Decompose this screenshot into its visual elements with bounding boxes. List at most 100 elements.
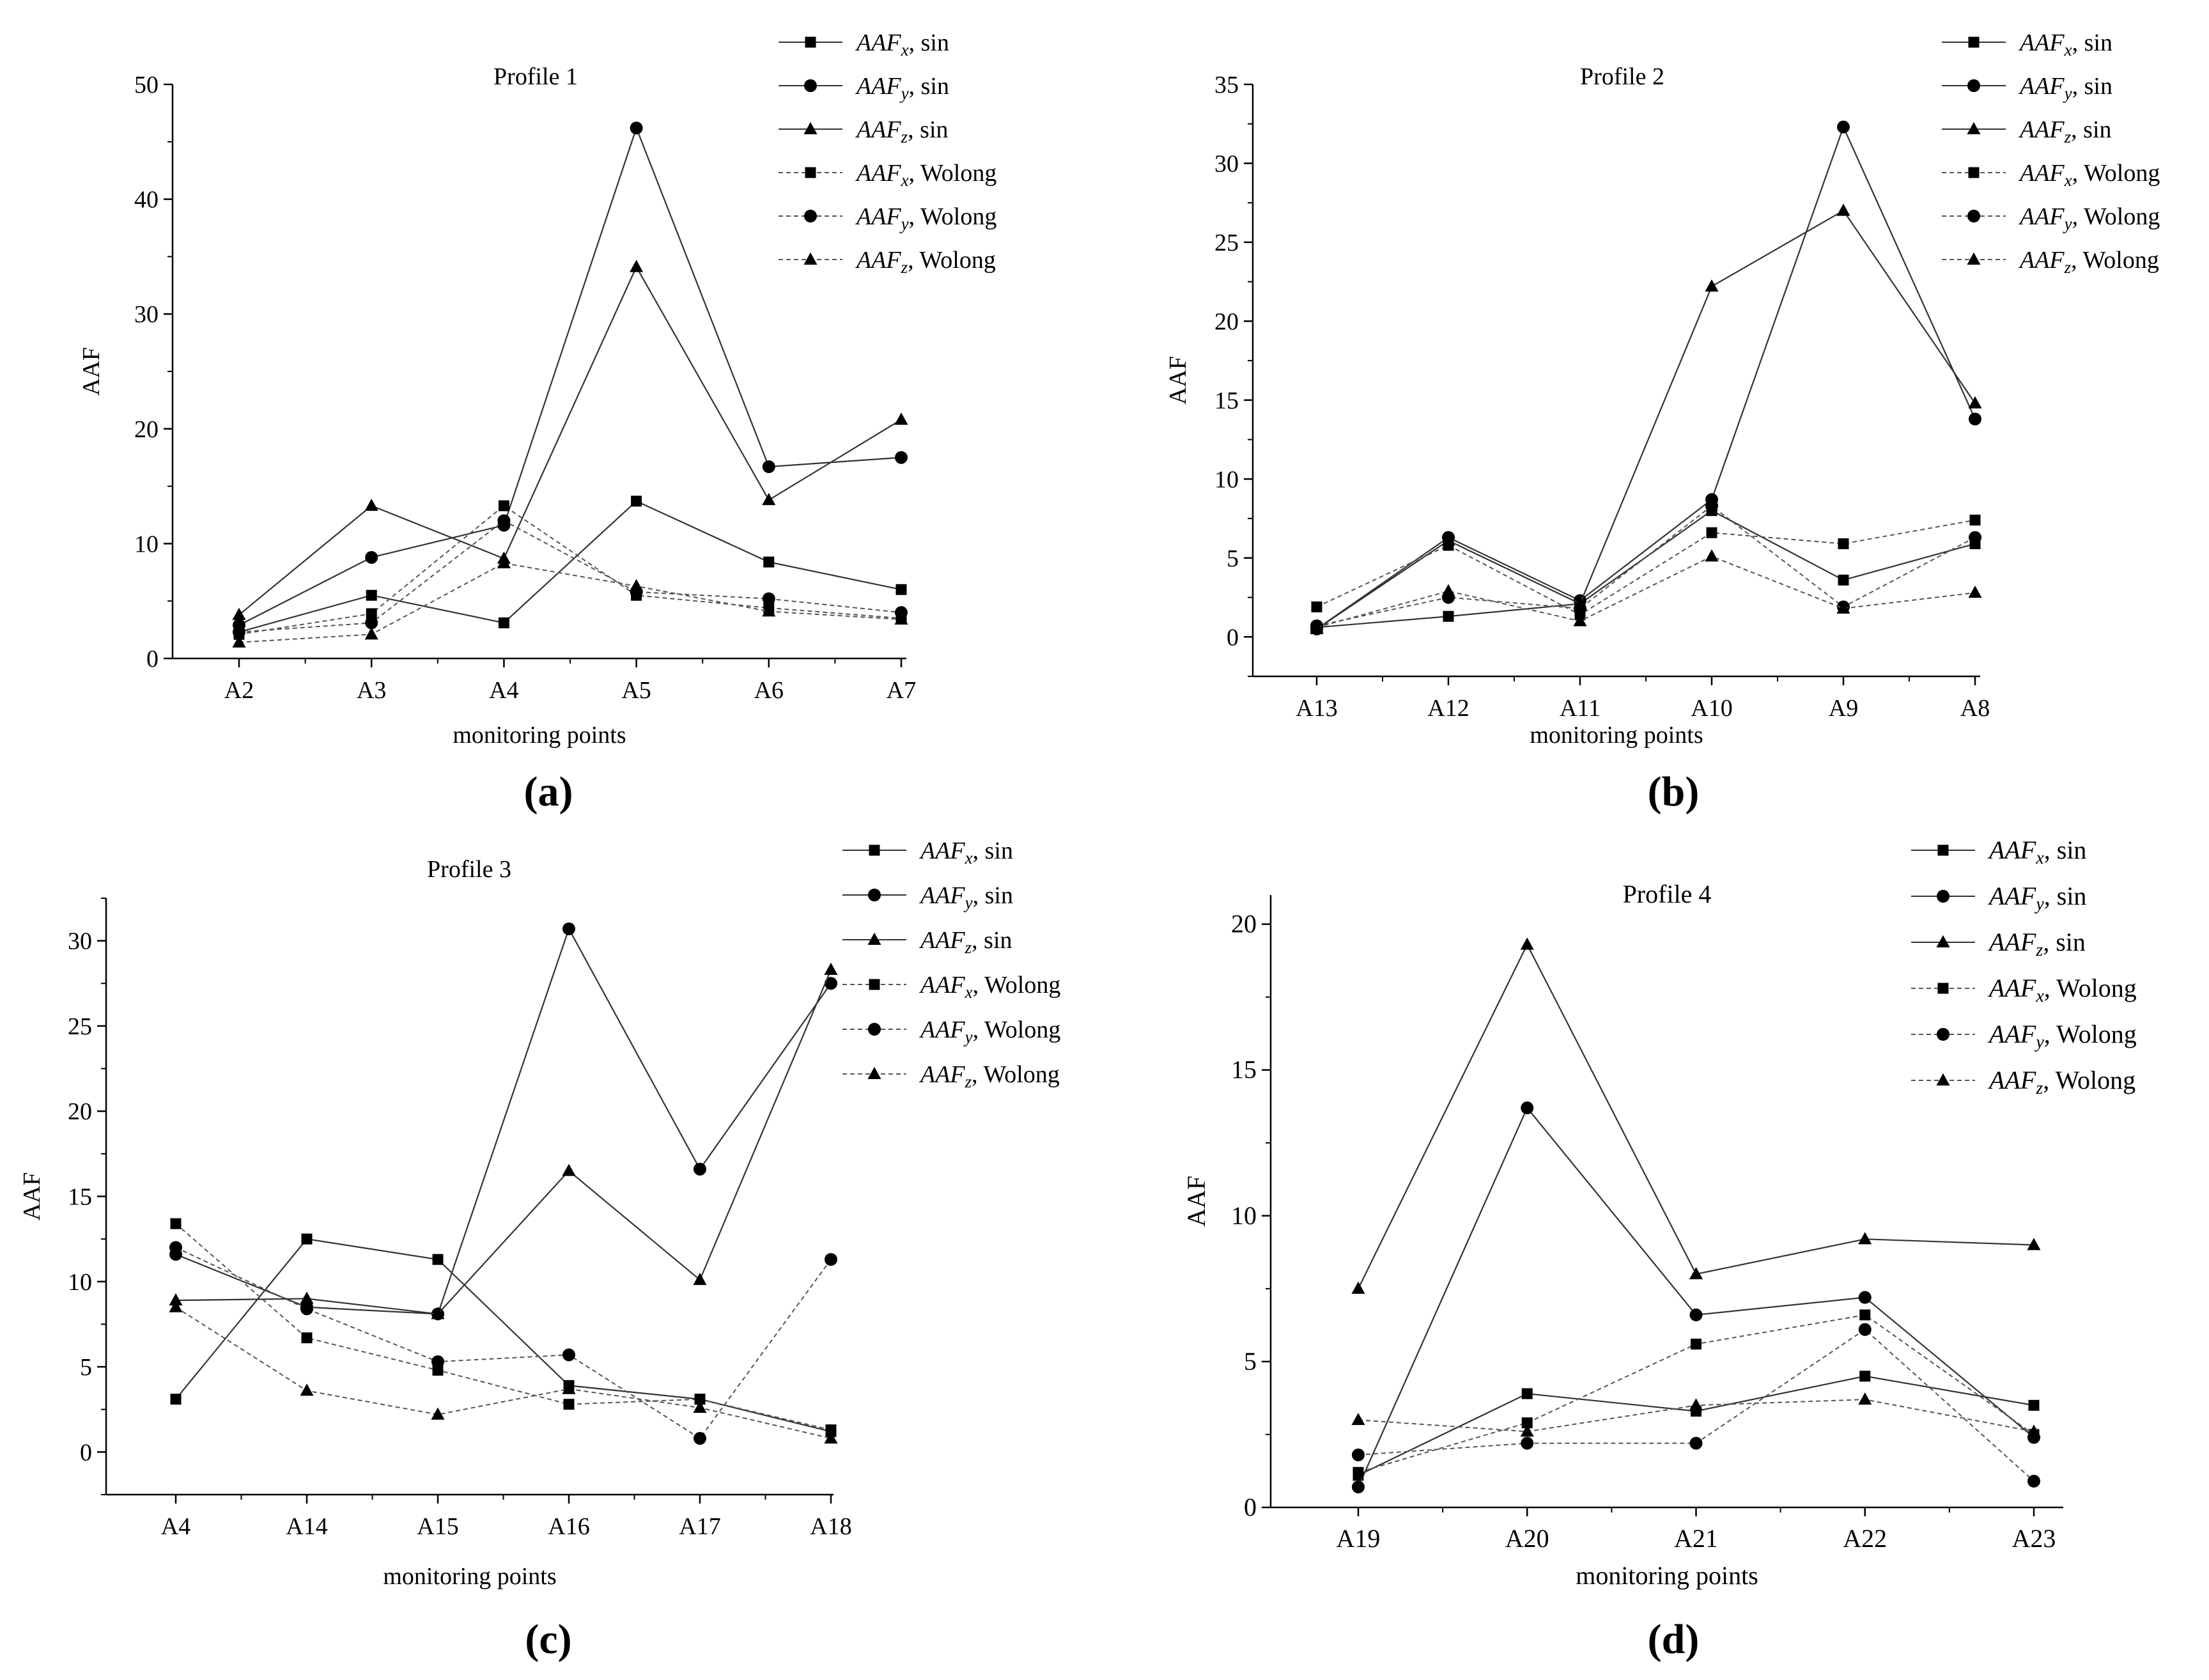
series-line-z-sin (1358, 943, 2035, 1289)
data-point-y-sin (630, 121, 643, 135)
data-point-z-sin (824, 962, 838, 975)
legend-entry: AAFx, sin (2018, 29, 2112, 59)
data-point-z-wolong (562, 1381, 576, 1394)
data-point-x-wolong (170, 1218, 182, 1229)
y-tick-label: 0 (80, 1439, 92, 1466)
data-point-z-sin (562, 1163, 576, 1176)
data-point-y-wolong (1689, 1436, 1703, 1450)
data-point-z-wolong (232, 635, 246, 648)
series-line-y-sin (1357, 1106, 2035, 1488)
legend-marker (805, 36, 816, 48)
x-tick-label: A21 (1674, 1524, 1718, 1553)
data-point-x-wolong (1521, 1417, 1533, 1429)
legend-marker (805, 167, 816, 178)
x-tick-label: A18 (810, 1513, 851, 1540)
data-point-x-wolong (1443, 540, 1454, 551)
data-point-x-wolong (1706, 527, 1717, 538)
data-point-z-wolong (497, 556, 511, 568)
data-point-x-wolong (1691, 1339, 1701, 1350)
data-point-x-sin (1838, 574, 1849, 586)
data-point-z-sin (431, 1307, 445, 1319)
data-point-z-wolong (1351, 1413, 1365, 1426)
series-line-z-wolong (175, 1306, 832, 1440)
data-point-z-sin (762, 493, 776, 506)
data-point-z-sin (364, 499, 378, 511)
data-point-z-sin (693, 1273, 707, 1286)
data-point-y-wolong (497, 514, 511, 527)
data-point-y-wolong (1574, 602, 1586, 615)
data-point-x-sin (366, 589, 377, 601)
y-tick-label: 10 (1214, 466, 1239, 493)
legend-entry: AAFx, Wolong (2018, 160, 2160, 190)
legend-entry: AAFz, Wolong (855, 247, 996, 277)
data-point-y-wolong (169, 1241, 182, 1254)
data-point-x-wolong (563, 1399, 575, 1410)
legend-marker (867, 932, 881, 945)
y-tick-label: 30 (68, 928, 92, 955)
legend-entry: AAFx, Wolong (1987, 974, 2137, 1006)
series-line-x-wolong (1316, 519, 1976, 616)
series-line-x-sin (238, 500, 902, 633)
data-point-x-sin (631, 495, 642, 507)
legend-marker (869, 844, 880, 856)
series-line-y-wolong (238, 520, 902, 633)
data-point-y-wolong (300, 1302, 313, 1316)
data-point-y-sin (1858, 1291, 1872, 1304)
legend-entry: AAFy, sin (2018, 73, 2112, 103)
series-line-z-sin (175, 969, 832, 1315)
x-tick-label: A19 (1337, 1524, 1381, 1553)
data-point-x-sin (1521, 1388, 1533, 1399)
legend-entry: AAFy, Wolong (1987, 1020, 2137, 1052)
chart-panel-d: 0 5 10 15 20 A19 A20 A21 A22 A23 Profile 4 monitori… (1182, 836, 2137, 1663)
data-point-y-sin (1521, 1101, 1534, 1115)
data-point-x-wolong (1311, 601, 1322, 612)
legend-marker (1968, 167, 1980, 178)
legend-marker (804, 79, 817, 92)
y-tick-label: 15 (1214, 387, 1239, 414)
data-point-y-wolong (1969, 531, 1981, 544)
data-point-z-wolong (169, 1300, 183, 1312)
legend-marker (1967, 210, 1980, 222)
y-tick-label: 15 (1231, 1055, 1257, 1084)
data-point-y-wolong (1352, 1448, 1365, 1461)
legend-marker (1936, 1073, 1950, 1086)
legend-marker (868, 889, 881, 901)
x-axis-label: monitoring points (1530, 722, 1703, 749)
data-point-z-wolong (693, 1400, 707, 1413)
legend-entry: AAFy, sin (918, 882, 1013, 912)
x-tick-label: A10 (1691, 695, 1732, 722)
data-point-x-sin (170, 1394, 182, 1405)
y-tick-label: 15 (68, 1184, 92, 1211)
data-point-y-sin (562, 922, 575, 935)
x-tick-label: A22 (1843, 1524, 1887, 1553)
data-point-z-wolong (364, 627, 378, 640)
data-point-y-sin (762, 460, 775, 474)
series-line-y-sin (238, 126, 902, 626)
data-point-z-sin (1968, 396, 1982, 408)
legend-marker (1967, 121, 1981, 135)
data-point-x-sin (1443, 611, 1454, 622)
y-tick-label: 35 (1214, 72, 1239, 98)
data-point-z-wolong (1520, 1424, 1534, 1437)
legend-marker (803, 121, 818, 135)
y-tick-label: 0 (146, 646, 159, 673)
data-point-y-wolong (431, 1355, 444, 1369)
series-line-y-sin (175, 927, 832, 1315)
legend-marker (804, 210, 817, 222)
data-point-y-wolong (233, 625, 245, 639)
data-point-y-sin (1689, 1308, 1703, 1321)
y-tick-label: 20 (68, 1098, 92, 1125)
legend-marker (869, 979, 880, 990)
data-point-z-wolong (1573, 614, 1587, 626)
legend-entry: AAFz, sin (918, 927, 1012, 957)
data-point-y-sin (1352, 1481, 1365, 1494)
y-axis-label: AAF (78, 347, 105, 396)
x-tick-label: A3 (357, 677, 386, 704)
chart-title: Profile 2 (1580, 63, 1664, 90)
legend-entry: AAFx, sin (918, 837, 1013, 867)
x-tick-label: A20 (1505, 1524, 1549, 1553)
legend-marker (1937, 844, 1949, 856)
x-tick-label: A15 (417, 1513, 458, 1540)
data-point-x-sin (763, 556, 775, 568)
